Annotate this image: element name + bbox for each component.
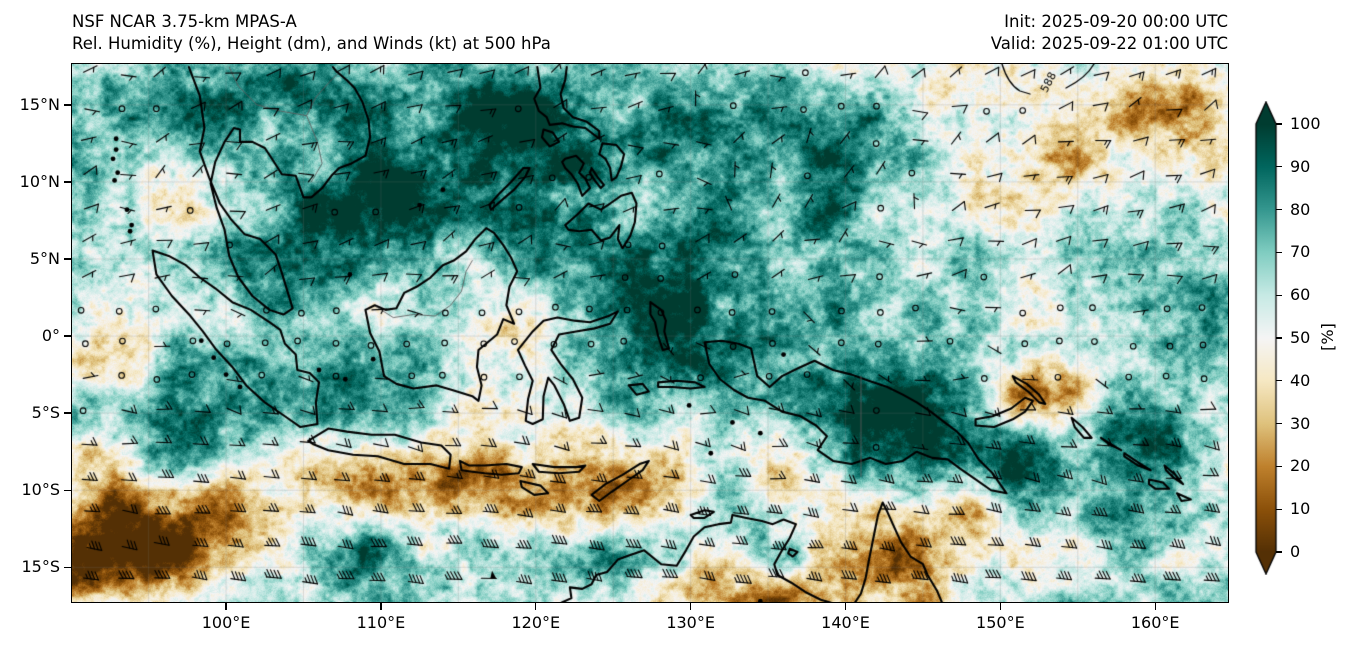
x-tick-label: 160°E	[1130, 613, 1180, 632]
colorbar-tick-label: 0	[1290, 542, 1301, 561]
x-tick-mark	[225, 603, 227, 610]
x-tick-label: 110°E	[356, 613, 406, 632]
colorbar-tick-mark	[1276, 251, 1282, 254]
x-tick-label: 130°E	[666, 613, 715, 632]
map-plot-area	[71, 63, 1229, 603]
colorbar-tick-label: 90	[1290, 156, 1311, 176]
chart-title: NSF NCAR 3.75-km MPAS-A	[72, 12, 297, 31]
colorbar-tick-mark	[1276, 508, 1282, 510]
colorbar-tick-mark	[1276, 422, 1282, 425]
y-tick-mark	[64, 181, 71, 183]
colorbar-tick-label: 30	[1290, 413, 1311, 433]
colorbar-tick-label: 50	[1290, 328, 1311, 347]
colorbar-unit-label: [%]	[1318, 323, 1337, 351]
colorbar-tick-mark	[1276, 337, 1282, 339]
y-tick-mark	[64, 335, 71, 337]
y-tick-mark	[64, 258, 71, 260]
colorbar-tick-label: 10	[1290, 499, 1311, 519]
x-tick-label: 150°E	[976, 613, 1025, 632]
colorbar-tick-label: 60	[1290, 285, 1311, 305]
y-tick-mark	[64, 412, 71, 414]
y-tick-label: 15°S	[21, 557, 60, 577]
x-tick-label: 120°E	[511, 613, 561, 632]
y-tick-label: 0°	[41, 326, 60, 346]
colorbar-tick-label: 20	[1290, 456, 1311, 476]
weather-map-canvas	[72, 64, 1228, 602]
chart-header-right: Init: 2025-09-20 00:00 UTC Valid: 2025-0…	[991, 11, 1228, 55]
y-tick-label: 10°S	[21, 480, 60, 500]
y-tick-mark	[64, 489, 71, 491]
y-tick-label: 10°N	[19, 171, 60, 191]
colorbar-tick-mark	[1276, 294, 1282, 296]
y-tick-label: 5°N	[29, 249, 60, 268]
colorbar-tick-mark	[1276, 208, 1282, 211]
colorbar-tick-mark	[1276, 380, 1282, 382]
chart-header-left: NSF NCAR 3.75-km MPAS-A Rel. Humidity (%…	[72, 11, 551, 55]
x-tick-label: 100°E	[201, 613, 251, 632]
colorbar-tick-mark	[1276, 551, 1282, 553]
y-tick-mark	[64, 566, 71, 568]
x-tick-mark	[535, 603, 537, 610]
y-tick-mark	[64, 104, 71, 106]
y-tick-label: 15°N	[19, 94, 60, 114]
x-tick-label: 140°E	[821, 613, 870, 632]
x-tick-mark	[1154, 603, 1156, 610]
colorbar-tick-label: 80	[1290, 199, 1311, 219]
colorbar-tick-mark	[1276, 123, 1282, 125]
x-tick-mark	[844, 603, 847, 610]
y-tick-label: 5°S	[31, 403, 60, 423]
chart-subtitle: Rel. Humidity (%), Height (dm), and Wind…	[72, 34, 551, 53]
valid-time-label: Valid: 2025-09-22 01:00 UTC	[990, 34, 1228, 53]
x-tick-mark	[999, 603, 1002, 610]
colorbar-tick-mark	[1276, 166, 1282, 168]
colorbar-tick-label: 100	[1290, 114, 1321, 133]
init-time-label: Init: 2025-09-20 00:00 UTC	[1004, 12, 1228, 31]
x-tick-mark	[380, 603, 382, 610]
colorbar-tick-label: 40	[1290, 370, 1311, 390]
colorbar-tick-mark	[1276, 465, 1282, 468]
colorbar-gradient	[1254, 101, 1280, 575]
colorbar-tick-label: 70	[1290, 242, 1311, 262]
x-tick-mark	[689, 603, 692, 610]
